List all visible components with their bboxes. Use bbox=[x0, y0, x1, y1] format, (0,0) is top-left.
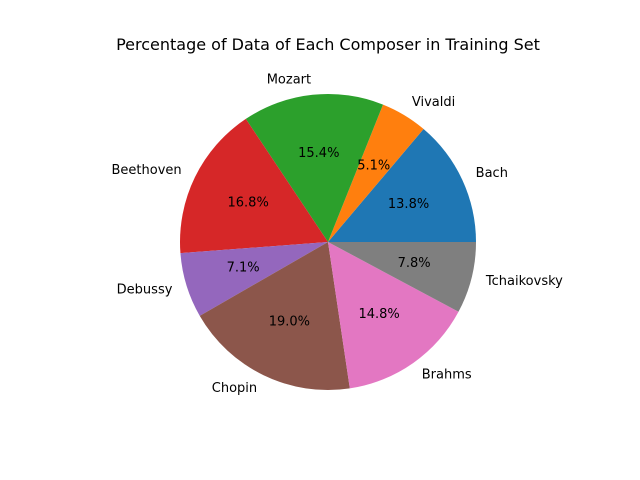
pct-label-mozart: 15.4% bbox=[298, 146, 339, 161]
percentage-labels: 13.8% 5.1% 15.4% 16.8% 7.1% 19.0% 14.8% 7.8% bbox=[227, 146, 431, 329]
slice-bach bbox=[328, 128, 476, 242]
label-beethoven: Beethoven bbox=[112, 163, 182, 178]
slice-debussy bbox=[180, 242, 328, 316]
category-labels: Bach Vivaldi Mozart Beethoven Debussy Chopin B… bbox=[112, 73, 564, 397]
pct-label-tchaikovsky: 7.8% bbox=[398, 256, 431, 271]
label-chopin: Chopin bbox=[212, 381, 257, 396]
label-bach: Bach bbox=[476, 166, 508, 181]
slice-mozart bbox=[245, 94, 384, 243]
pct-label-chopin: 19.0% bbox=[269, 314, 310, 329]
label-vivaldi: Vivaldi bbox=[412, 95, 455, 110]
label-brahms: Brahms bbox=[422, 368, 472, 383]
label-mozart: Mozart bbox=[267, 73, 311, 88]
pie-slices bbox=[180, 94, 476, 390]
label-debussy: Debussy bbox=[117, 282, 173, 297]
pct-label-vivaldi: 5.1% bbox=[357, 158, 390, 173]
pct-label-beethoven: 16.8% bbox=[228, 196, 269, 211]
pct-label-bach: 13.8% bbox=[388, 197, 429, 212]
slice-beethoven bbox=[180, 118, 328, 254]
slice-tchaikovsky bbox=[328, 242, 476, 312]
slice-vivaldi bbox=[328, 104, 424, 242]
pct-label-brahms: 14.8% bbox=[358, 307, 399, 322]
chart-title: Percentage of Data of Each Composer in T… bbox=[116, 35, 540, 54]
label-tchaikovsky: Tchaikovsky bbox=[485, 274, 563, 289]
pct-label-debussy: 7.1% bbox=[227, 261, 260, 276]
slice-brahms bbox=[328, 242, 459, 389]
slice-chopin bbox=[199, 242, 350, 390]
